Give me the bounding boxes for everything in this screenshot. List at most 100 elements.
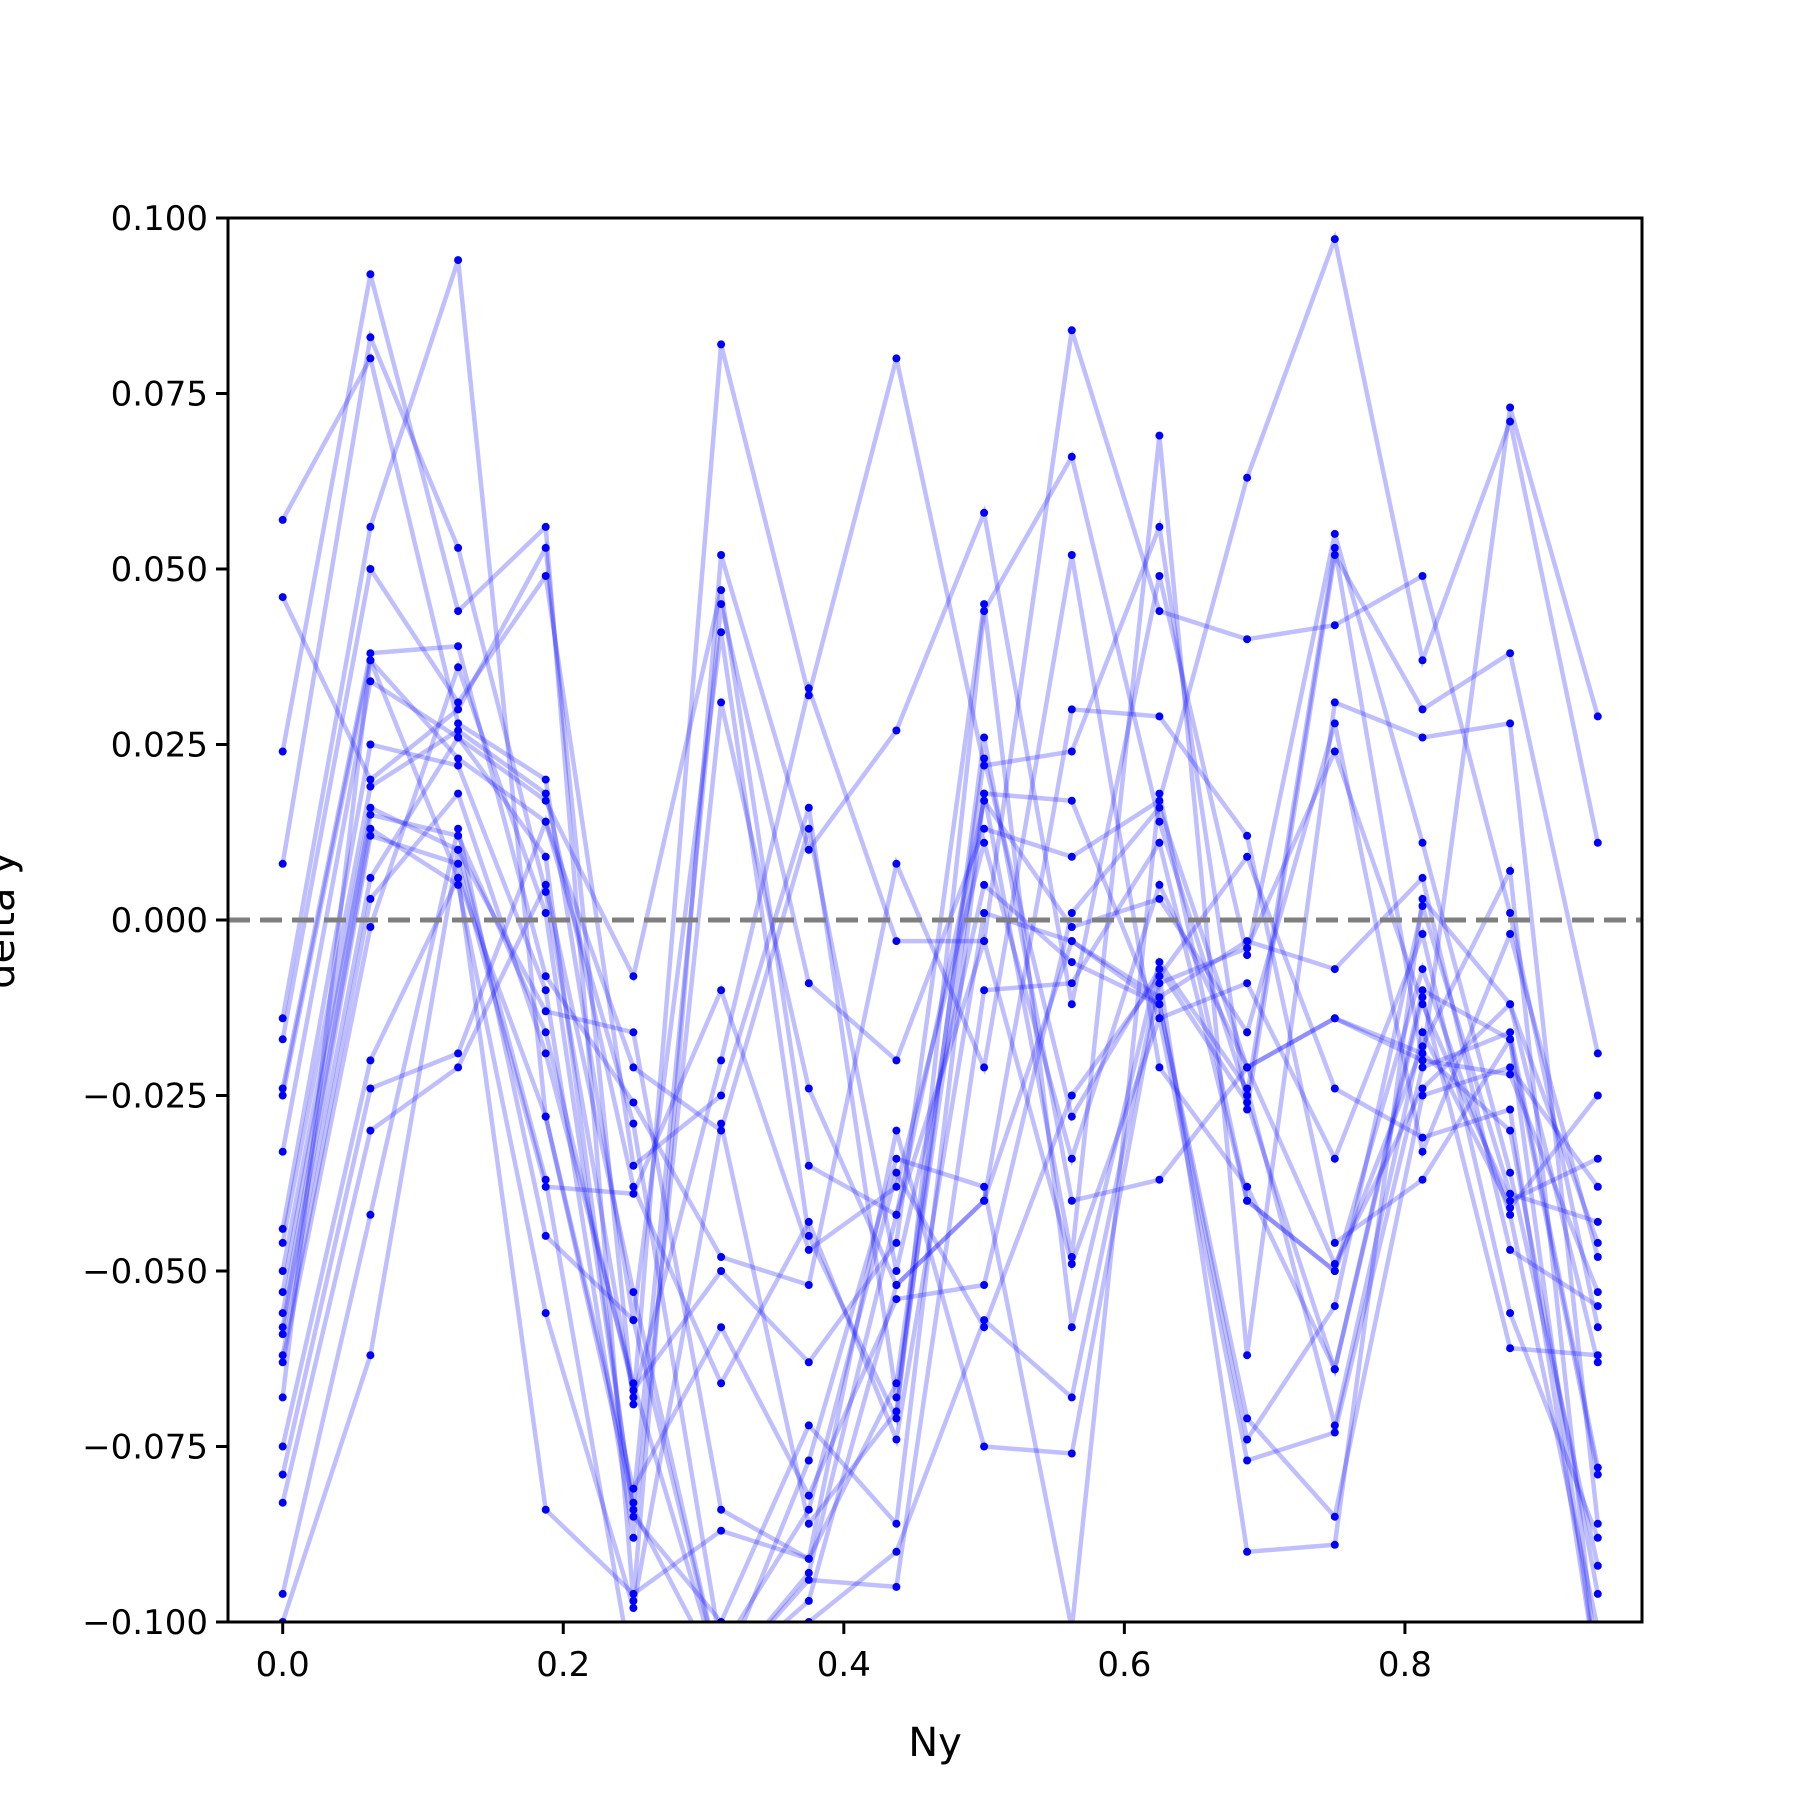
data-point — [629, 1288, 638, 1297]
data-point — [1418, 1147, 1427, 1156]
data-point — [1067, 979, 1076, 988]
data-point — [366, 656, 375, 665]
data-point — [717, 1126, 726, 1135]
data-point — [1243, 1547, 1252, 1556]
y-tick-label: 0.075 — [111, 375, 208, 415]
data-point — [1418, 1042, 1427, 1051]
data-point — [278, 1267, 287, 1275]
data-point — [980, 1316, 989, 1325]
data-point — [1067, 1112, 1076, 1121]
data-point — [454, 607, 463, 616]
series-line-22 — [280, 878, 1601, 1622]
data-point — [1418, 705, 1427, 714]
data-point — [278, 1035, 287, 1044]
data-point — [1243, 852, 1252, 861]
data-point — [454, 256, 463, 265]
data-point — [278, 1014, 287, 1023]
data-point — [804, 845, 813, 854]
data-point — [541, 1007, 550, 1016]
data-point — [892, 1210, 901, 1219]
data-point — [892, 1393, 901, 1402]
data-point — [629, 1119, 638, 1128]
data-point — [980, 754, 989, 763]
series-line-13 — [280, 603, 1600, 1426]
data-point — [454, 663, 463, 672]
data-point — [1243, 831, 1252, 840]
data-point — [1155, 572, 1164, 580]
data-point — [1593, 1589, 1602, 1598]
data-point — [1418, 894, 1427, 903]
x-tick-label: 0.2 — [536, 1645, 590, 1685]
data-point — [1243, 1435, 1252, 1444]
y-axis-title: delta y — [0, 851, 24, 989]
data-point — [892, 1168, 901, 1177]
data-point — [980, 1182, 989, 1191]
data-point — [980, 1323, 989, 1332]
data-point — [1067, 1449, 1076, 1458]
data-point — [717, 1091, 726, 1100]
data-point — [366, 803, 375, 812]
y-tick-label: −0.025 — [82, 1077, 208, 1117]
series-line-6 — [280, 435, 1601, 1524]
data-point — [892, 1519, 901, 1528]
data-point — [804, 1456, 813, 1465]
data-point — [804, 1421, 813, 1430]
data-point — [366, 782, 375, 791]
data-point — [454, 789, 463, 798]
data-point — [1418, 1084, 1427, 1093]
data-point — [717, 1267, 726, 1275]
data-point — [1067, 1253, 1076, 1261]
data-point — [1330, 719, 1339, 728]
data-point — [1418, 965, 1427, 974]
data-point — [1067, 1154, 1076, 1163]
data-point — [1067, 796, 1076, 805]
data-point — [717, 1379, 726, 1388]
data-point — [1330, 1512, 1339, 1521]
data-point — [541, 1309, 550, 1318]
data-point — [1593, 1302, 1602, 1311]
data-point — [1330, 1154, 1339, 1163]
data-point — [1330, 1428, 1339, 1437]
data-point — [892, 1238, 901, 1247]
data-point — [892, 1547, 901, 1556]
data-point — [1243, 1105, 1252, 1114]
data-point — [804, 684, 813, 693]
data-point — [1067, 326, 1076, 335]
y-tick-label: 0.025 — [111, 726, 208, 766]
data-point — [1243, 1091, 1252, 1100]
data-point — [1330, 1421, 1339, 1430]
series-line-15 — [280, 832, 1600, 1363]
data-point — [717, 1674, 725, 1682]
data-point — [892, 1126, 901, 1135]
data-point — [717, 1674, 725, 1682]
data-point — [1506, 909, 1515, 917]
data-point — [1418, 1056, 1427, 1065]
data-point — [804, 1568, 813, 1577]
data-point — [454, 845, 463, 854]
data-point — [454, 831, 463, 840]
y-tick-label: −0.075 — [82, 1428, 208, 1468]
data-point — [1593, 1049, 1602, 1058]
data-point — [892, 1267, 901, 1275]
series-line-21 — [280, 814, 1600, 1622]
data-point — [1506, 1309, 1515, 1318]
data-point — [717, 600, 726, 609]
data-point — [804, 1245, 813, 1254]
data-point — [1155, 803, 1164, 812]
data-point — [629, 1393, 638, 1402]
series-line-20 — [280, 803, 1600, 1501]
data-point — [1067, 1091, 1076, 1100]
data-point — [1418, 993, 1427, 1002]
data-point — [980, 789, 989, 798]
series-points — [278, 235, 1602, 1682]
data-point — [1418, 902, 1427, 910]
data-point — [804, 1231, 813, 1240]
data-point — [454, 1049, 463, 1058]
data-point — [1155, 880, 1164, 889]
data-point — [629, 1379, 638, 1388]
data-point — [629, 1386, 638, 1395]
data-point — [804, 1161, 813, 1170]
data-point — [1506, 1063, 1515, 1072]
data-point — [1243, 1063, 1252, 1072]
data-point — [629, 1498, 638, 1507]
